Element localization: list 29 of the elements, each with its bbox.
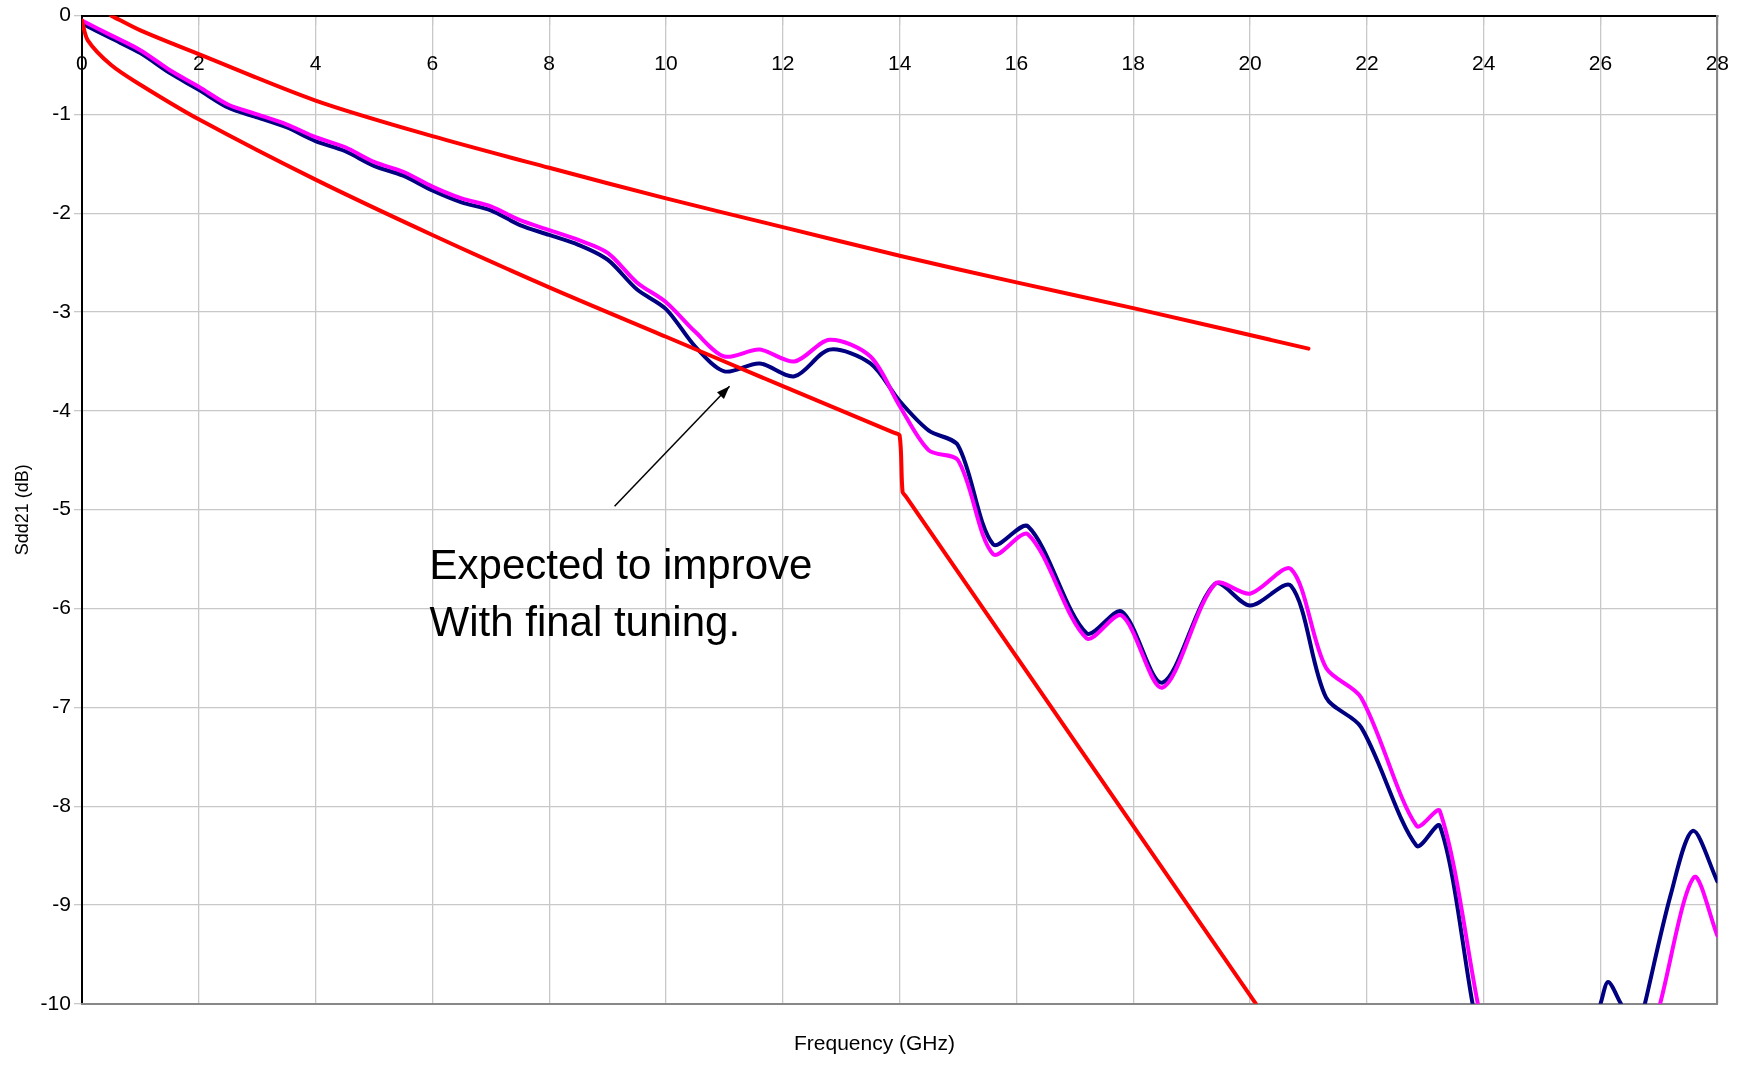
y-tick-label: -8 [52,792,71,816]
x-tick-label: 6 [426,51,439,74]
x-tick-label: 14 [887,51,912,74]
y-tick-label: -7 [52,694,71,718]
y-tick-label: 0 [59,2,71,26]
line-series [109,15,1311,351]
x-tick-label: 2 [192,51,205,74]
y-tick-label: -9 [52,891,71,915]
x-tick-label: 8 [543,51,556,74]
y-tick-label: -2 [52,200,71,224]
x-tick-label: 12 [771,51,795,74]
y-tick-label: -5 [52,496,71,520]
x-tick-label: 22 [1355,51,1379,74]
x-tick-label: 26 [1588,51,1613,74]
y-tick-label: -4 [52,397,72,421]
annotation: Expected to improve With final tuning. [429,540,813,645]
x-axis-title: Frequency (GHz) [793,1031,956,1055]
x-tick-label: 24 [1472,51,1496,74]
x-tick-label: 16 [1004,51,1029,74]
y-tick-label: -1 [52,101,71,125]
x-tick-label: 20 [1238,51,1262,74]
x-tick-label: 18 [1121,51,1145,74]
y-tick-label: -3 [52,298,71,322]
x-tick-label: 10 [654,51,678,74]
y-tick-label: -10 [40,990,71,1014]
x-tick-label: 4 [309,51,322,74]
y-axis-title: Sdd21 (dB) [11,464,32,556]
y-tick-label: -6 [52,595,71,619]
x-tick-label: 28 [1705,51,1729,74]
